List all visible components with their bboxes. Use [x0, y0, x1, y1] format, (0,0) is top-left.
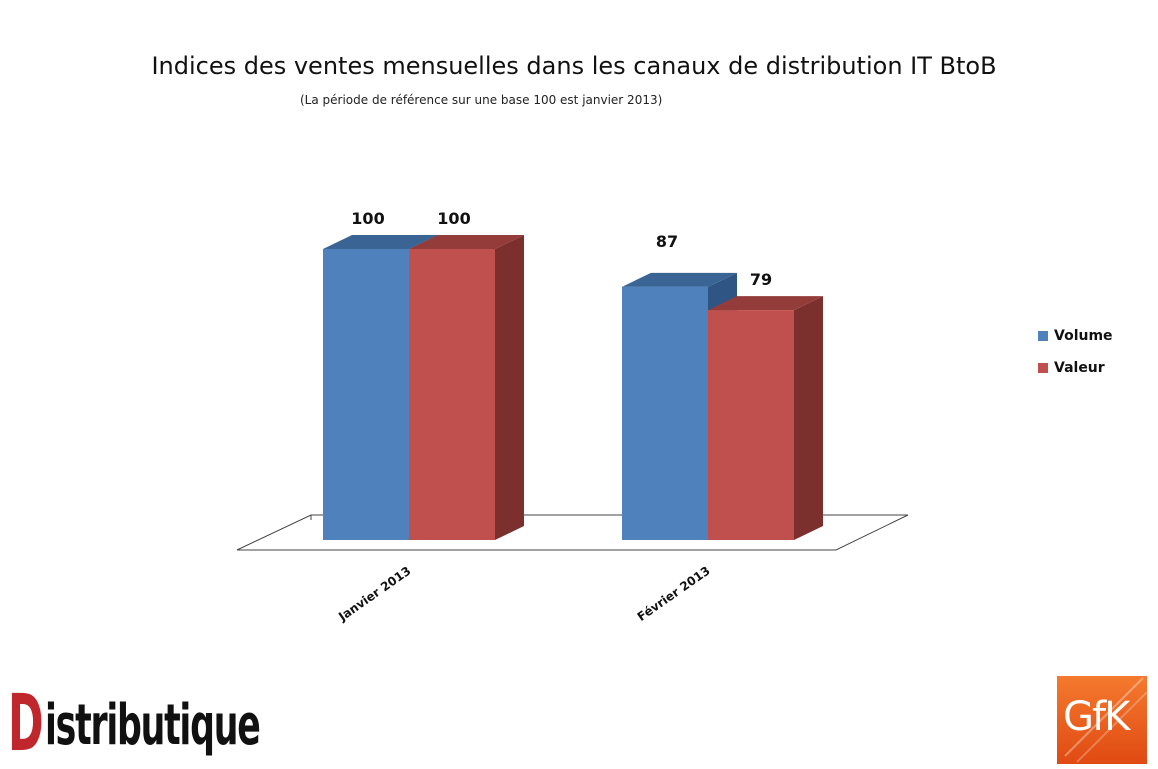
data-label-volume-1: 87	[656, 232, 678, 251]
data-label-volume-0: 100	[351, 209, 384, 228]
bar-top-volume-0	[323, 235, 438, 249]
x-tick-labels-group: Janvier 2013 Février 2013	[335, 564, 712, 625]
bar-top-valeur-1	[708, 296, 823, 311]
chart-legend: Volume Valeur	[1038, 326, 1113, 390]
bar-valeur-0	[409, 249, 495, 540]
x-tick-label-1: Février 2013	[635, 564, 713, 624]
data-label-valeur-1: 79	[750, 270, 772, 289]
legend-label-volume: Volume	[1054, 328, 1113, 344]
legend-item-valeur: Valeur	[1038, 358, 1113, 378]
x-tick-label-0: Janvier 2013	[335, 564, 413, 625]
bar-top-volume-1	[622, 272, 737, 287]
bar-side-valeur-0	[495, 235, 524, 540]
chart-title: Indices des ventes mensuelles dans les c…	[0, 52, 1158, 80]
chart-subtitle: (La période de référence sur une base 10…	[300, 93, 663, 107]
legend-item-volume: Volume	[1038, 326, 1113, 346]
bar-side-valeur-1	[794, 296, 823, 540]
bars-group	[323, 235, 823, 540]
gfk-logo-bg	[1057, 676, 1147, 764]
bar-volume-1	[622, 286, 708, 540]
legend-swatch-volume	[1038, 331, 1048, 341]
distributique-logo-initial: D	[8, 679, 44, 769]
legend-swatch-valeur	[1038, 363, 1048, 373]
distributique-logo-rest: istributique	[45, 693, 261, 758]
gfk-logo-text: GfK	[1063, 694, 1130, 740]
bar-volume-0	[323, 249, 409, 540]
chart-title-text: Indices des ventes mensuelles dans les c…	[151, 52, 997, 80]
legend-label-valeur: Valeur	[1054, 360, 1105, 376]
bar-top-valeur-0	[409, 235, 524, 249]
bar-valeur-1	[708, 310, 794, 540]
data-labels-group: 100 100 87 79	[351, 209, 772, 289]
data-label-valeur-0: 100	[437, 209, 470, 228]
gfk-logo: GfK	[1057, 676, 1147, 764]
